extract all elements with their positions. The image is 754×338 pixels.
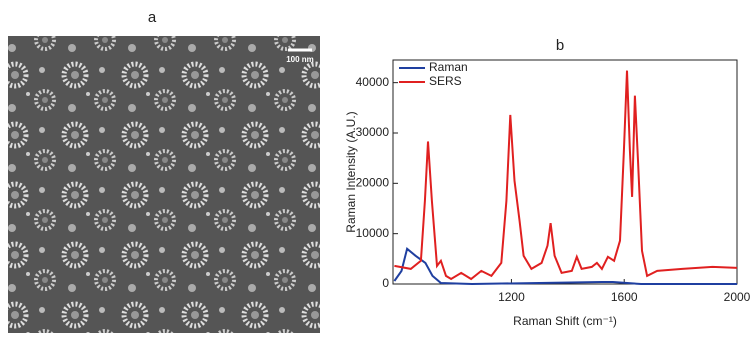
y-tick-label: 20000	[356, 175, 390, 189]
x-tick-label: 2000	[724, 290, 751, 304]
y-tick-label: 0	[382, 276, 389, 290]
panel-label: a	[148, 9, 157, 26]
y-tick-label: 30000	[356, 125, 390, 139]
legend-label: SERS	[429, 74, 462, 88]
y-tick-label: 10000	[356, 226, 390, 240]
x-tick-label: 1200	[498, 290, 525, 304]
chart-title: b	[556, 37, 564, 54]
legend-label: Raman	[429, 60, 468, 74]
scale-bar-label: 100 nm	[286, 55, 314, 64]
y-tick-label: 40000	[356, 75, 390, 89]
series-line	[394, 70, 738, 281]
x-axis-label: Raman Shift (cm⁻¹)	[513, 314, 617, 328]
series-line	[393, 247, 737, 286]
sem-image	[8, 36, 320, 333]
y-axis-label: Raman Intensity (A.U.)	[344, 111, 358, 232]
x-tick-label: 1600	[611, 290, 638, 304]
plot-frame	[392, 59, 738, 285]
